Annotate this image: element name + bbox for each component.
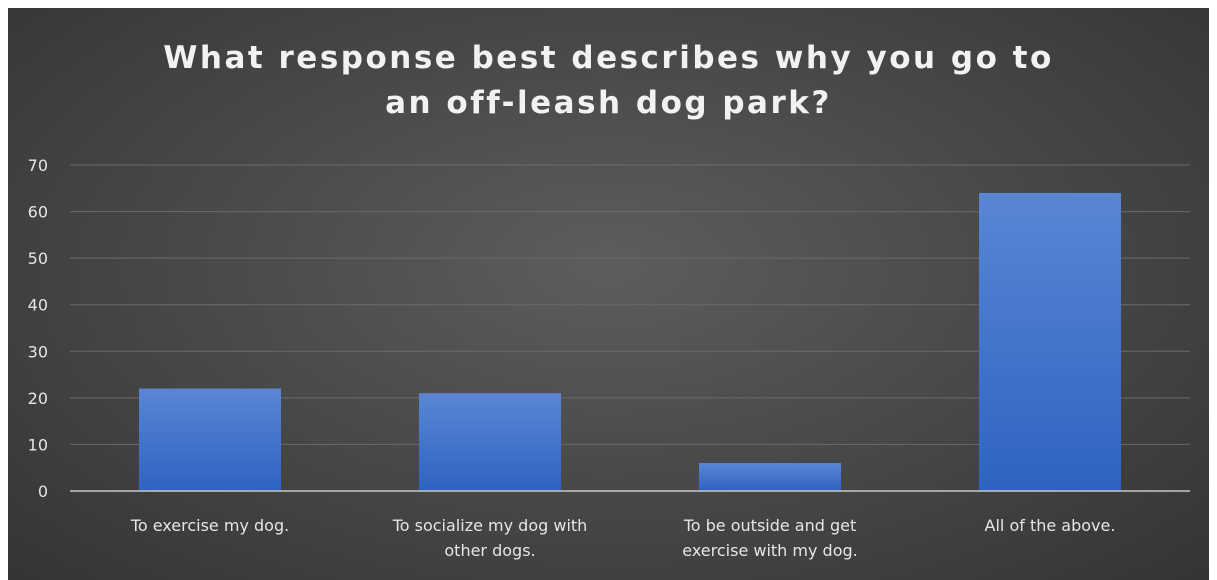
bar: [699, 463, 841, 491]
x-tick-label: All of the above.: [985, 516, 1116, 535]
y-axis-ticks: 0 10 20 30 40 50 60 70: [28, 156, 48, 501]
bars: [139, 193, 1121, 491]
y-tick-label: 0: [38, 482, 48, 501]
x-tick-label: To socialize my dog with other dogs.: [392, 516, 588, 560]
y-tick-label: 10: [28, 435, 48, 454]
x-tick-label: To be outside and get exercise with my do…: [682, 516, 857, 560]
bar: [139, 389, 281, 491]
y-tick-label: 40: [28, 296, 48, 315]
y-tick-label: 60: [28, 203, 48, 222]
y-tick-label: 50: [28, 249, 48, 268]
y-tick-label: 70: [28, 156, 48, 175]
x-tick-label: To exercise my dog.: [130, 516, 289, 535]
plot-area: 0 10 20 30 40 50 60 70 To exercise my dog. To so…: [8, 8, 1209, 580]
bar: [419, 393, 561, 491]
y-tick-label: 20: [28, 389, 48, 408]
chart-area: What response best describes why you go …: [8, 8, 1209, 580]
y-tick-label: 30: [28, 342, 48, 361]
bar: [979, 193, 1121, 491]
x-axis-labels: To exercise my dog. To socialize my dog w…: [130, 516, 1116, 560]
